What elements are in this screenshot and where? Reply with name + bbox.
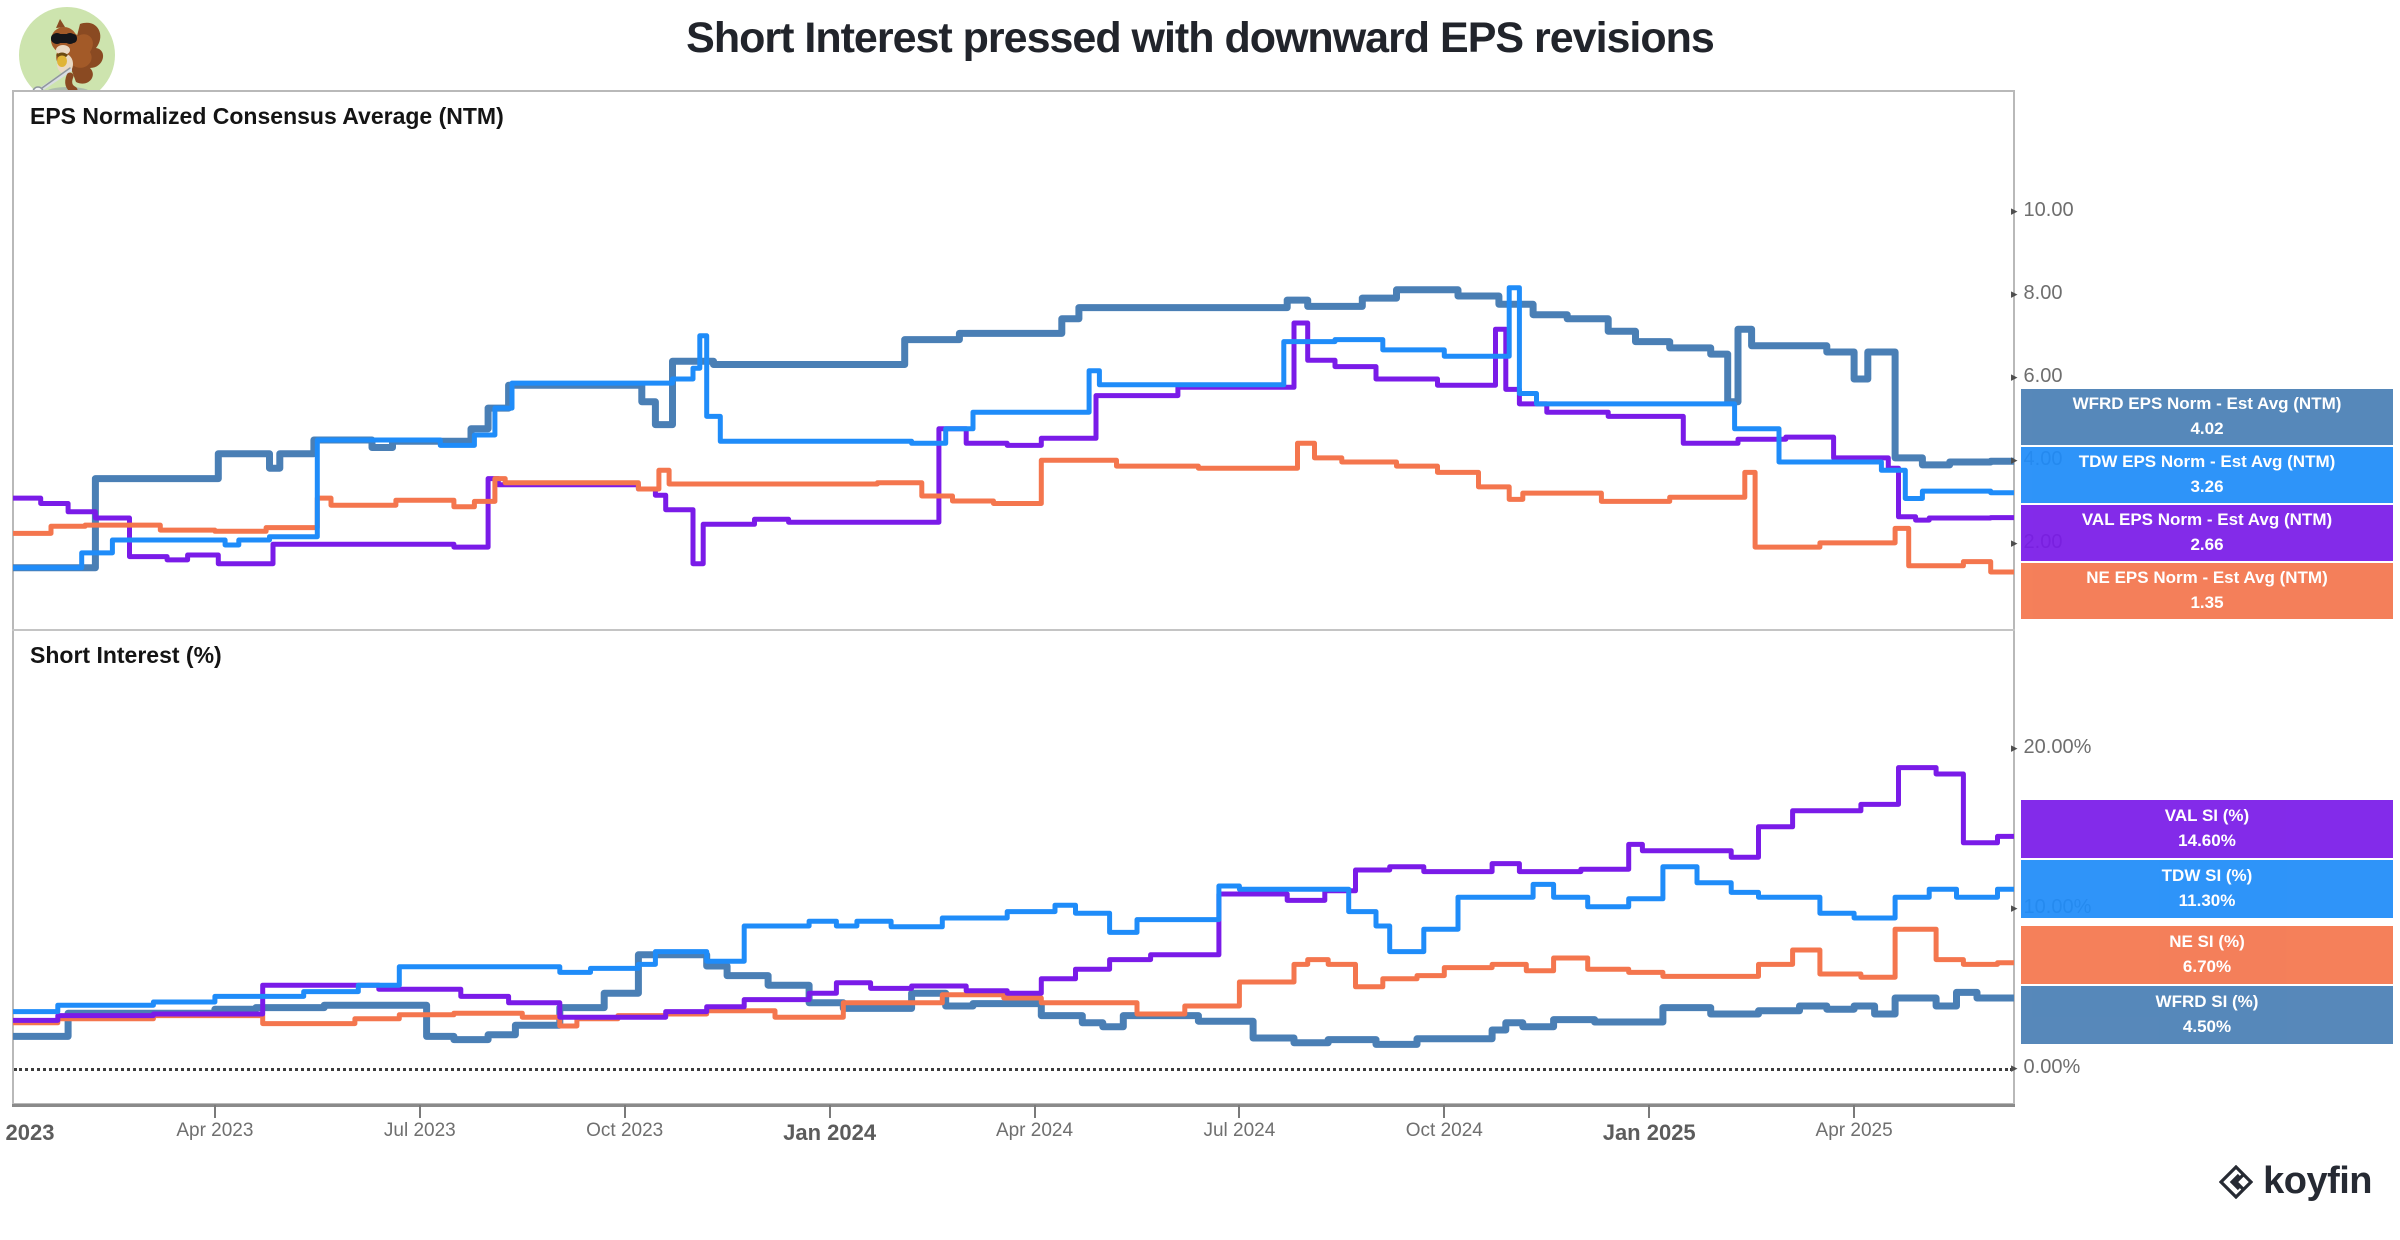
y-tick-arrow-icon: ▸: [2011, 1059, 2018, 1075]
x-tick-mark: [1033, 1105, 1036, 1118]
y-tick-eps-800: ▸ 8.00: [2011, 282, 2062, 305]
legend-value: 4.02: [2190, 419, 2224, 438]
y-tick-si-000: ▸ 0.00%: [2011, 1056, 2080, 1079]
x-label-apr-2025: Apr 2025: [1815, 1120, 1893, 1141]
y-tick-arrow-icon: ▸: [2011, 368, 2018, 384]
x-label-apr-2023: Apr 2023: [176, 1120, 254, 1141]
series-line-val-eps: [13, 320, 2014, 567]
panel-divider: [12, 629, 2015, 631]
y-tick-arrow-icon: ▸: [2011, 534, 2018, 550]
x-label-oct-2023: Oct 2023: [586, 1120, 664, 1141]
y-tick-arrow-icon: ▸: [2011, 739, 2018, 755]
x-tick-mark: [213, 1105, 216, 1118]
legend-label: TDW SI (%): [2161, 866, 2253, 886]
series-line-wfrd-si: [13, 951, 2014, 1048]
y-tick-label: 8.00: [2023, 282, 2063, 304]
legend-val-eps[interactable]: VAL EPS Norm - Est Avg (NTM) 2.66: [2021, 505, 2393, 561]
legend-ne-si[interactable]: NE SI (%) 6.70%: [2021, 926, 2393, 984]
panel-title-eps: EPS Normalized Consensus Average (NTM): [30, 103, 504, 129]
panel-title-si: Short Interest (%): [30, 642, 222, 668]
y-tick-eps-600: ▸ 6.00: [2011, 365, 2062, 388]
zero-percent-dotted-line: [14, 1068, 2013, 1071]
x-tick-mark: [828, 1105, 831, 1118]
y-tick-label: 20.00%: [2023, 736, 2092, 758]
series-line-tdw-eps: [13, 285, 2014, 571]
koyfin-logo-icon: [2219, 1164, 2254, 1199]
legend-label: TDW EPS Norm - Est Avg (NTM): [2078, 452, 2336, 472]
x-label-jul-2023: Jul 2023: [383, 1120, 456, 1141]
legend-val-si[interactable]: VAL SI (%) 14.60%: [2021, 800, 2393, 858]
legend-wfrd-si[interactable]: WFRD SI (%) 4.50%: [2021, 986, 2393, 1044]
legend-value: 6.70%: [2182, 957, 2232, 976]
y-tick-arrow-icon: ▸: [2011, 285, 2018, 301]
x-tick-mark: [1443, 1105, 1446, 1118]
legend-tdw-eps[interactable]: TDW EPS Norm - Est Avg (NTM) 3.26: [2021, 447, 2393, 503]
series-line-ne-eps: [13, 440, 2014, 575]
y-tick-arrow-icon: ▸: [2011, 899, 2018, 915]
x-label-jan-2025: Jan 2025: [1602, 1120, 1696, 1145]
legend-label: VAL SI (%): [2164, 806, 2250, 826]
legend-value: 1.35: [2190, 593, 2224, 612]
legend-tdw-si[interactable]: TDW SI (%) 11.30%: [2021, 860, 2393, 918]
legend-value: 14.60%: [2178, 831, 2236, 850]
legend-value: 11.30%: [2178, 891, 2236, 910]
x-tick-mark: [1648, 1105, 1651, 1118]
series-line-tdw-si: [13, 864, 2014, 1015]
y-tick-arrow-icon: ▸: [2011, 451, 2018, 467]
y-tick-eps-1000: ▸ 10.00: [2011, 199, 2074, 222]
x-tick-mark: [1238, 1105, 1241, 1118]
series-line-ne-si: [13, 926, 2014, 1029]
x-tick-mark: [623, 1105, 626, 1118]
chart-frame: [12, 90, 2015, 1105]
x-label-apr-2024: Apr 2024: [995, 1120, 1074, 1141]
series-line-wfrd-eps: [13, 286, 2014, 572]
x-tick-mark: [1853, 1105, 1856, 1118]
x-label-2023: 2023: [5, 1120, 55, 1145]
x-axis-line: [12, 1104, 2015, 1107]
page-title: Short Interest pressed with downward EPS…: [686, 14, 1715, 62]
y-tick-label: 0.00%: [2023, 1056, 2081, 1078]
x-label-jul-2024: Jul 2024: [1203, 1120, 1276, 1141]
legend-value: 3.26: [2190, 477, 2224, 496]
legend-ne-eps[interactable]: NE EPS Norm - Est Avg (NTM) 1.35: [2021, 563, 2393, 619]
legend-value: 2.66: [2190, 535, 2224, 554]
x-label-oct-2024: Oct 2024: [1405, 1120, 1483, 1141]
series-line-val-si: [13, 765, 2014, 1023]
legend-value: 4.50%: [2182, 1017, 2232, 1036]
y-tick-si-2000: ▸ 20.00%: [2011, 736, 2091, 759]
legend-label: VAL EPS Norm - Est Avg (NTM): [2081, 510, 2333, 530]
y-tick-label: 10.00: [2023, 199, 2074, 221]
y-tick-label: 6.00: [2023, 365, 2063, 387]
legend-label: WFRD SI (%): [2155, 992, 2259, 1012]
x-tick-mark: [418, 1105, 421, 1118]
legend-wfrd-eps[interactable]: WFRD EPS Norm - Est Avg (NTM) 4.02: [2021, 389, 2393, 445]
legend-label: NE EPS Norm - Est Avg (NTM): [2086, 568, 2328, 588]
brand-footer[interactable]: koyfin: [2219, 1160, 2372, 1203]
x-label-jan-2024: Jan 2024: [783, 1120, 877, 1145]
legend-label: NE SI (%): [2169, 932, 2245, 952]
legend-label: WFRD EPS Norm - Est Avg (NTM): [2072, 394, 2342, 414]
brand-name: koyfin: [2263, 1160, 2372, 1202]
y-tick-arrow-icon: ▸: [2011, 202, 2018, 218]
